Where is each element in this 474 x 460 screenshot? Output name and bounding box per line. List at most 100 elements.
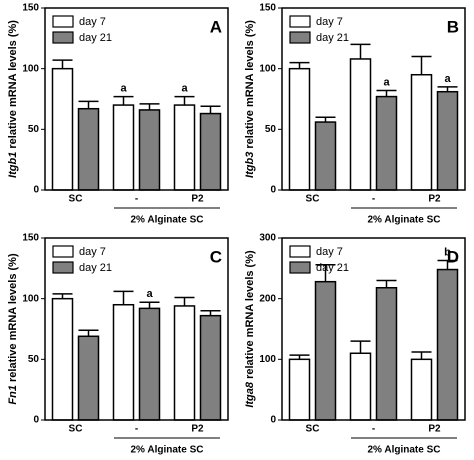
x-tick-label: P2 (191, 424, 204, 435)
chart-panel: Itga8 relative mRNA levels (%) 0 100 200 300… (244, 233, 466, 456)
legend-swatch (52, 261, 74, 274)
significance-letter: a (383, 76, 390, 88)
y-tick-label: 0 (33, 185, 39, 196)
bar (199, 314, 222, 421)
x-tick-label: - (372, 194, 375, 205)
y-tick-label: 150 (22, 233, 39, 244)
panel-letter: D (447, 247, 459, 266)
bar (77, 107, 100, 191)
significance-letter: a (444, 73, 451, 85)
group-label: 2% Alginate SC (131, 445, 204, 456)
y-tick-label: 50 (28, 124, 40, 135)
y-tick-label: 100 (259, 63, 276, 74)
legend-label: day 21 (79, 262, 112, 274)
group-label: 2% Alginate SC (131, 215, 204, 226)
y-tick-label: 50 (28, 354, 40, 365)
panel-letter: A (210, 17, 222, 36)
y-axis-label-gene: Itgb3 (244, 152, 256, 178)
legend-label: day 7 (316, 16, 343, 28)
bar (199, 112, 222, 191)
bar (436, 90, 459, 191)
y-axis-label-gene: Itgb1 (7, 152, 19, 178)
y-tick-label: 100 (22, 63, 39, 74)
y-tick-label: 300 (259, 233, 276, 244)
bar (77, 335, 100, 421)
bar (436, 268, 459, 421)
y-tick-label: 100 (259, 354, 276, 365)
legend-label: day 7 (79, 246, 106, 258)
legend-swatch (289, 261, 311, 274)
plot-frame (281, 7, 466, 191)
bar (138, 307, 161, 421)
bar (314, 121, 337, 191)
bar (375, 95, 398, 191)
group-label: 2% Alginate SC (368, 215, 441, 226)
y-axis-label: Itga8 relative mRNA levels (%) (244, 250, 256, 408)
legend-label: day 21 (79, 32, 112, 44)
plot-frame (281, 237, 466, 421)
x-tick-label: SC (69, 424, 83, 435)
y-tick-label: 150 (259, 3, 276, 14)
significance-letter: a (146, 288, 153, 300)
y-axis-label-text: relative mRNA levels (%) (244, 20, 256, 149)
x-tick-label: SC (69, 194, 83, 205)
y-tick-label: 0 (270, 185, 276, 196)
significance-letter: b (444, 246, 451, 258)
x-tick-label: P2 (191, 194, 204, 205)
bar (314, 280, 337, 421)
significance-letter: a (120, 82, 127, 94)
bar (112, 303, 135, 421)
x-tick-label: - (135, 424, 138, 435)
panel-letter: B (447, 17, 459, 36)
bar (51, 67, 74, 191)
chart-panel: Fn1 relative mRNA levels (%) 0 50 100 150 SC -… (7, 233, 229, 456)
y-tick-label: 200 (259, 293, 276, 304)
legend-label: day 21 (316, 32, 349, 44)
bar (112, 104, 135, 191)
y-axis-label: Fn1 relative mRNA levels (%) (7, 253, 19, 405)
bar (410, 73, 433, 191)
x-tick-label: P2 (428, 424, 441, 435)
y-axis-label-gene: Itga8 (244, 381, 256, 408)
bar (51, 297, 74, 421)
x-tick-label: - (135, 194, 138, 205)
bar (375, 286, 398, 421)
group-label: 2% Alginate SC (368, 445, 441, 456)
y-tick-label: 100 (22, 293, 39, 304)
y-axis-label: Itgb3 relative mRNA levels (%) (244, 20, 256, 178)
y-tick-label: 50 (265, 124, 277, 135)
x-tick-label: SC (306, 424, 320, 435)
legend-label: day 7 (79, 16, 106, 28)
y-tick-label: 150 (22, 3, 39, 14)
y-axis-label-gene: Fn1 (7, 385, 19, 405)
panel-letter: C (210, 247, 222, 266)
chart-panel: Itgb3 relative mRNA levels (%) 0 50 100 150 S… (244, 3, 466, 226)
bar (288, 358, 311, 421)
legend-swatch (52, 31, 74, 44)
legend-swatch (289, 245, 311, 258)
y-axis-label-text: relative mRNA levels (%) (7, 253, 19, 382)
legend-label: day 21 (316, 262, 349, 274)
plot-frame (44, 7, 229, 191)
x-tick-label: - (372, 424, 375, 435)
legend-label: day 7 (316, 246, 343, 258)
bar (410, 358, 433, 421)
legend-swatch (52, 245, 74, 258)
plot-frame (44, 237, 229, 421)
bar (173, 305, 196, 421)
legend-swatch (52, 15, 74, 28)
y-axis-label-text: relative mRNA levels (%) (244, 250, 256, 379)
legend-swatch (289, 31, 311, 44)
y-tick-label: 0 (33, 415, 39, 426)
y-tick-label: 0 (270, 415, 276, 426)
bar (288, 67, 311, 191)
bar (349, 58, 372, 191)
legend-swatch (289, 15, 311, 28)
y-axis-label: Itgb1 relative mRNA levels (%) (7, 20, 19, 178)
bar (349, 352, 372, 421)
significance-letter: a (181, 82, 188, 94)
bar (138, 109, 161, 191)
y-axis-label-text: relative mRNA levels (%) (7, 20, 19, 149)
x-tick-label: SC (306, 194, 320, 205)
